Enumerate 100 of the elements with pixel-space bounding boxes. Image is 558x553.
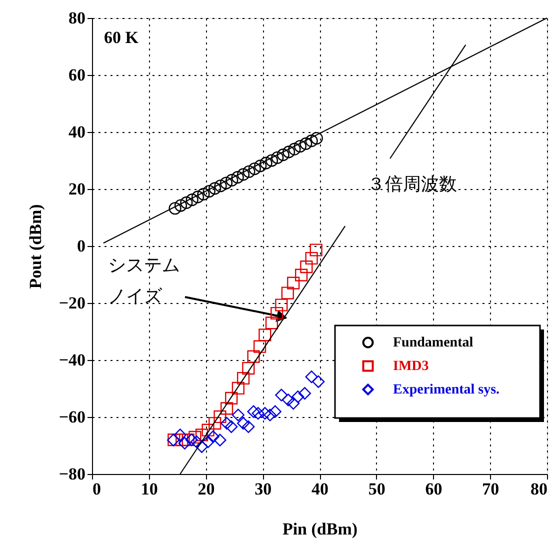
point bbox=[258, 328, 272, 342]
point bbox=[298, 387, 312, 400]
point bbox=[242, 165, 256, 178]
point bbox=[202, 424, 214, 436]
x-tick-label: 30 bbox=[254, 480, 272, 498]
y-tick-label: 20 bbox=[68, 180, 86, 198]
point bbox=[185, 434, 198, 446]
point bbox=[195, 428, 208, 442]
point bbox=[202, 184, 216, 198]
point bbox=[195, 440, 208, 453]
point bbox=[232, 408, 244, 422]
point bbox=[260, 156, 272, 170]
point bbox=[310, 244, 322, 256]
point bbox=[254, 160, 267, 172]
point bbox=[265, 154, 278, 167]
point bbox=[288, 142, 301, 156]
y-axis-title: Pout (dBm) bbox=[26, 204, 45, 289]
point bbox=[214, 410, 226, 424]
point bbox=[168, 202, 182, 215]
x-tick-label: 10 bbox=[140, 480, 158, 498]
point bbox=[190, 435, 203, 448]
point bbox=[236, 416, 250, 430]
point bbox=[206, 430, 220, 443]
point bbox=[214, 180, 227, 192]
point bbox=[225, 420, 238, 433]
point bbox=[232, 382, 244, 395]
x-tick-label: 20 bbox=[198, 480, 215, 498]
x-tick-label: 40 bbox=[312, 480, 328, 498]
point bbox=[197, 188, 210, 200]
point bbox=[310, 132, 323, 145]
point bbox=[292, 390, 304, 404]
y-tick-label: 80 bbox=[68, 8, 86, 28]
point bbox=[276, 148, 290, 162]
point bbox=[208, 416, 222, 430]
y-tick-label: −20 bbox=[58, 294, 86, 312]
point bbox=[188, 430, 202, 444]
x-tick-label: 50 bbox=[368, 480, 386, 498]
point bbox=[282, 394, 295, 406]
legend-label: Experimental sys. bbox=[393, 382, 500, 398]
point bbox=[275, 388, 288, 402]
legend-label: IMD3 bbox=[393, 359, 429, 374]
point bbox=[208, 182, 222, 195]
point bbox=[236, 372, 250, 385]
point bbox=[264, 408, 276, 422]
point bbox=[225, 392, 238, 404]
point bbox=[305, 134, 318, 148]
point bbox=[180, 196, 193, 209]
x-tick-label: 0 bbox=[92, 480, 101, 498]
point bbox=[287, 276, 300, 290]
y-tick-label: −40 bbox=[58, 350, 86, 370]
point bbox=[312, 375, 325, 388]
point bbox=[236, 168, 250, 181]
x-tick-label: 70 bbox=[482, 480, 500, 498]
y-tick-label: −60 bbox=[58, 408, 86, 426]
point bbox=[247, 350, 260, 363]
point bbox=[265, 316, 278, 330]
x-axis-title: Pin (dBm) bbox=[282, 520, 358, 538]
point bbox=[186, 194, 198, 206]
point bbox=[191, 190, 204, 204]
point bbox=[174, 199, 188, 212]
point bbox=[300, 260, 313, 274]
point bbox=[287, 397, 300, 410]
point bbox=[226, 174, 238, 186]
point bbox=[242, 420, 255, 433]
point bbox=[247, 405, 260, 418]
y-tick-label: −80 bbox=[58, 464, 86, 484]
point bbox=[253, 340, 266, 353]
x-tick-label: 80 bbox=[530, 480, 548, 498]
point bbox=[220, 176, 233, 190]
point bbox=[268, 405, 282, 418]
y-tick-label: 60 bbox=[68, 66, 86, 84]
point bbox=[231, 171, 244, 184]
point bbox=[248, 162, 261, 176]
point bbox=[242, 362, 255, 375]
point bbox=[300, 137, 312, 150]
point bbox=[214, 434, 226, 446]
point bbox=[305, 252, 318, 265]
point bbox=[258, 406, 272, 420]
annotation: ノイズ bbox=[108, 286, 163, 307]
point bbox=[178, 436, 192, 450]
point bbox=[220, 402, 234, 415]
point bbox=[174, 428, 186, 442]
x-tick-label: 60 bbox=[425, 480, 442, 498]
point bbox=[176, 434, 188, 446]
point bbox=[182, 434, 194, 446]
point bbox=[271, 151, 284, 164]
point bbox=[220, 416, 234, 430]
point bbox=[252, 406, 264, 420]
y-tick-label: 40 bbox=[68, 122, 86, 142]
point bbox=[275, 298, 288, 312]
point bbox=[270, 306, 284, 320]
point bbox=[202, 435, 214, 448]
point bbox=[281, 286, 294, 300]
point bbox=[305, 370, 318, 384]
y-tick-label: 0 bbox=[77, 236, 86, 256]
point bbox=[295, 268, 308, 282]
legend-label: Fundamental bbox=[393, 336, 474, 350]
annotation: 60 K bbox=[104, 28, 140, 47]
point bbox=[294, 140, 306, 153]
point bbox=[282, 146, 296, 158]
